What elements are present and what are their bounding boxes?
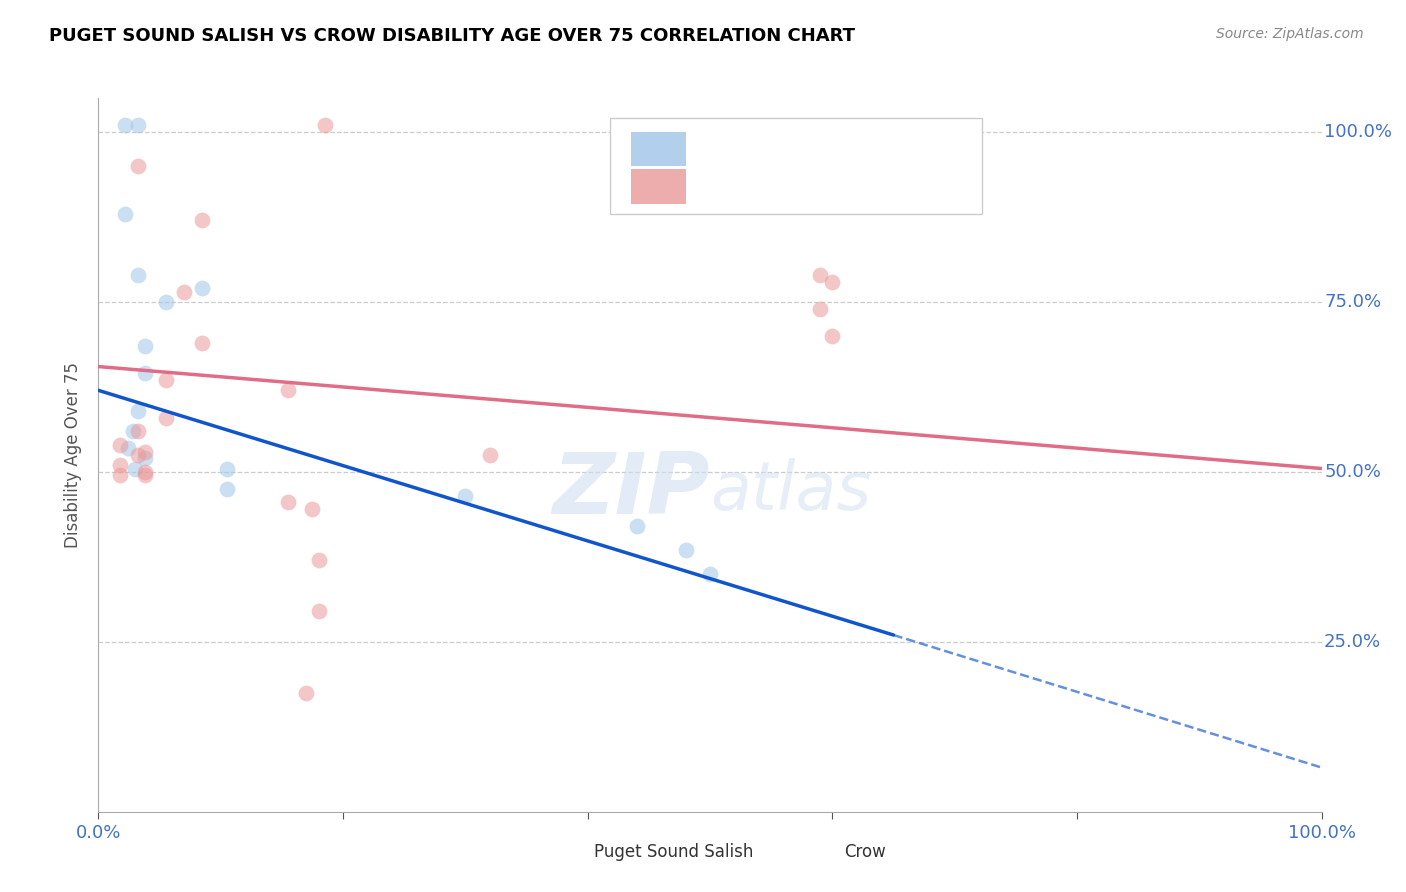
Point xyxy=(134,465,156,479)
Point xyxy=(155,295,177,310)
Bar xyxy=(630,132,686,166)
Text: R = -0.352: R = -0.352 xyxy=(700,140,797,158)
Point xyxy=(821,275,844,289)
Point xyxy=(110,438,132,452)
Point xyxy=(134,468,156,483)
Point xyxy=(114,207,136,221)
Point xyxy=(121,424,143,438)
Point xyxy=(699,566,721,581)
Point xyxy=(478,448,501,462)
Y-axis label: Disability Age Over 75: Disability Age Over 75 xyxy=(65,362,83,548)
Point xyxy=(155,373,177,387)
Text: R = -0.185: R = -0.185 xyxy=(700,178,797,195)
Bar xyxy=(630,169,686,203)
Point xyxy=(314,118,336,132)
Point xyxy=(191,213,214,227)
Text: 75.0%: 75.0% xyxy=(1324,293,1381,311)
Point xyxy=(110,468,132,483)
Point xyxy=(675,543,697,558)
Point xyxy=(124,461,146,475)
Point xyxy=(173,285,195,299)
Bar xyxy=(538,839,585,863)
Text: Source: ZipAtlas.com: Source: ZipAtlas.com xyxy=(1216,27,1364,41)
FancyBboxPatch shape xyxy=(610,118,981,214)
Point xyxy=(134,367,156,381)
Text: 50.0%: 50.0% xyxy=(1324,463,1381,481)
Point xyxy=(308,604,330,618)
Point xyxy=(155,410,177,425)
Point xyxy=(808,268,831,282)
Text: ZIP: ZIP xyxy=(553,449,710,533)
Text: Puget Sound Salish: Puget Sound Salish xyxy=(593,843,754,861)
Point xyxy=(454,489,477,503)
Point xyxy=(114,118,136,132)
Text: Crow: Crow xyxy=(845,843,886,861)
Text: atlas: atlas xyxy=(710,458,872,524)
Point xyxy=(127,268,149,282)
Point xyxy=(110,458,132,472)
Point xyxy=(277,495,299,509)
Text: N = 25: N = 25 xyxy=(851,140,914,158)
Point xyxy=(821,329,844,343)
Point xyxy=(127,424,149,438)
Point xyxy=(215,482,238,496)
Point xyxy=(127,159,149,173)
Point xyxy=(134,451,156,466)
Point xyxy=(127,448,149,462)
Point xyxy=(127,118,149,132)
Point xyxy=(134,339,156,353)
Text: N = 34: N = 34 xyxy=(851,178,914,195)
Point xyxy=(301,502,323,516)
Point xyxy=(277,384,299,398)
Point xyxy=(308,553,330,567)
Point xyxy=(808,301,831,316)
Text: 100.0%: 100.0% xyxy=(1324,123,1392,141)
Point xyxy=(191,281,214,295)
Point xyxy=(626,519,648,533)
Point xyxy=(295,686,318,700)
Point xyxy=(117,441,139,455)
Point xyxy=(191,335,214,350)
Point xyxy=(134,444,156,458)
Bar xyxy=(790,839,837,863)
Point xyxy=(215,461,238,475)
Point xyxy=(127,403,149,417)
Text: PUGET SOUND SALISH VS CROW DISABILITY AGE OVER 75 CORRELATION CHART: PUGET SOUND SALISH VS CROW DISABILITY AG… xyxy=(49,27,855,45)
Text: 25.0%: 25.0% xyxy=(1324,632,1381,651)
